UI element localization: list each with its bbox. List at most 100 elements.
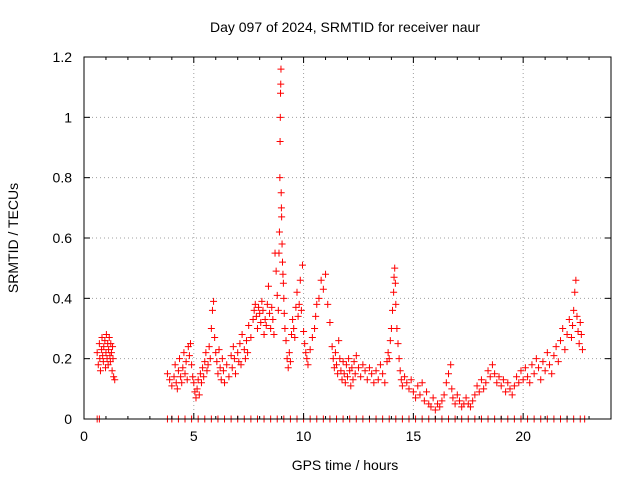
- data-point: [324, 300, 332, 308]
- data-point: [495, 373, 503, 381]
- data-point: [107, 340, 115, 348]
- data-point: [202, 349, 210, 357]
- y-tick-label: 0: [64, 411, 72, 427]
- data-point: [279, 270, 287, 278]
- data-point: [109, 343, 117, 351]
- data-point: [571, 288, 579, 296]
- data-point: [312, 312, 320, 320]
- data-point: [103, 355, 111, 363]
- data-point: [177, 373, 185, 381]
- data-point: [262, 321, 270, 329]
- data-point: [570, 306, 578, 314]
- data-point: [99, 358, 107, 366]
- data-point: [341, 379, 349, 387]
- data-point: [427, 403, 435, 411]
- data-point: [275, 249, 283, 257]
- data-point: [241, 355, 249, 363]
- data-point: [370, 379, 378, 387]
- data-point: [563, 331, 571, 339]
- data-point: [98, 334, 106, 342]
- data-point: [335, 337, 343, 345]
- data-point: [291, 334, 299, 342]
- data-point: [368, 370, 376, 378]
- data-point: [386, 337, 394, 345]
- data-point: [438, 397, 446, 405]
- data-point: [109, 355, 117, 363]
- data-point: [259, 306, 267, 314]
- data-point: [247, 334, 255, 342]
- data-point: [385, 355, 393, 363]
- data-point: [308, 334, 316, 342]
- data-point: [379, 370, 387, 378]
- x-tick-label: 20: [515, 428, 531, 444]
- data-point: [197, 379, 205, 387]
- data-point: [102, 331, 110, 339]
- data-point: [301, 340, 309, 348]
- data-point: [181, 370, 189, 378]
- data-point: [396, 367, 404, 375]
- data-point: [300, 328, 308, 336]
- x-tick-label: 10: [296, 428, 312, 444]
- y-axis-label: SRMTID / TECUs: [5, 183, 21, 293]
- chart-title: Day 097 of 2024, SRMTID for receiver nau…: [210, 19, 480, 35]
- data-point: [255, 303, 263, 311]
- data-point: [376, 361, 384, 369]
- data-point: [519, 376, 527, 384]
- data-point: [268, 303, 276, 311]
- y-tick-label: 0.8: [53, 170, 73, 186]
- data-point: [278, 213, 286, 221]
- data-point: [244, 349, 252, 357]
- data-point: [480, 385, 488, 393]
- data-point: [304, 361, 312, 369]
- data-point: [436, 403, 444, 411]
- data-point: [283, 355, 291, 363]
- x-tick-label: 5: [190, 428, 198, 444]
- axis-ticks: 0 0.2 0.4 0.6 0.8 1 1.2 0 5 10 15 20: [53, 49, 611, 444]
- data-point: [391, 264, 399, 272]
- data-point: [565, 315, 573, 323]
- data-point: [374, 376, 382, 384]
- x-axis-label: GPS time / hours: [292, 457, 399, 473]
- data-point: [357, 373, 365, 381]
- data-point: [363, 376, 371, 384]
- data-point: [204, 361, 212, 369]
- data-point: [221, 379, 229, 387]
- data-point: [552, 343, 560, 351]
- data-point: [556, 337, 564, 345]
- data-point: [229, 343, 237, 351]
- data-point: [277, 89, 285, 97]
- data-point: [342, 361, 350, 369]
- data-point: [448, 385, 456, 393]
- data-point: [290, 325, 298, 332]
- data-point: [390, 288, 398, 296]
- data-point: [546, 361, 554, 369]
- data-point: [107, 349, 115, 357]
- data-point: [185, 352, 193, 360]
- data-point: [171, 361, 179, 369]
- data-point: [395, 355, 403, 363]
- data-point: [261, 315, 269, 323]
- data-point: [486, 373, 494, 381]
- data-point: [227, 352, 235, 360]
- data-point: [334, 370, 342, 378]
- data-point: [276, 174, 284, 182]
- data-point: [256, 309, 264, 317]
- data-point: [372, 367, 380, 375]
- data-point: [270, 331, 278, 339]
- data-point: [315, 294, 323, 302]
- data-point: [100, 343, 108, 351]
- data-point: [577, 331, 585, 339]
- y-tick-label: 1: [64, 109, 72, 125]
- data-point: [188, 361, 196, 369]
- data-point: [306, 346, 314, 354]
- data-point: [473, 382, 481, 390]
- data-point: [416, 391, 424, 399]
- data-point: [526, 379, 534, 387]
- data-point: [319, 285, 327, 293]
- data-point: [278, 240, 286, 248]
- data-point: [95, 340, 103, 348]
- data-point: [389, 306, 397, 314]
- data-point: [206, 355, 214, 363]
- data-point: [521, 364, 529, 372]
- data-point: [217, 376, 225, 384]
